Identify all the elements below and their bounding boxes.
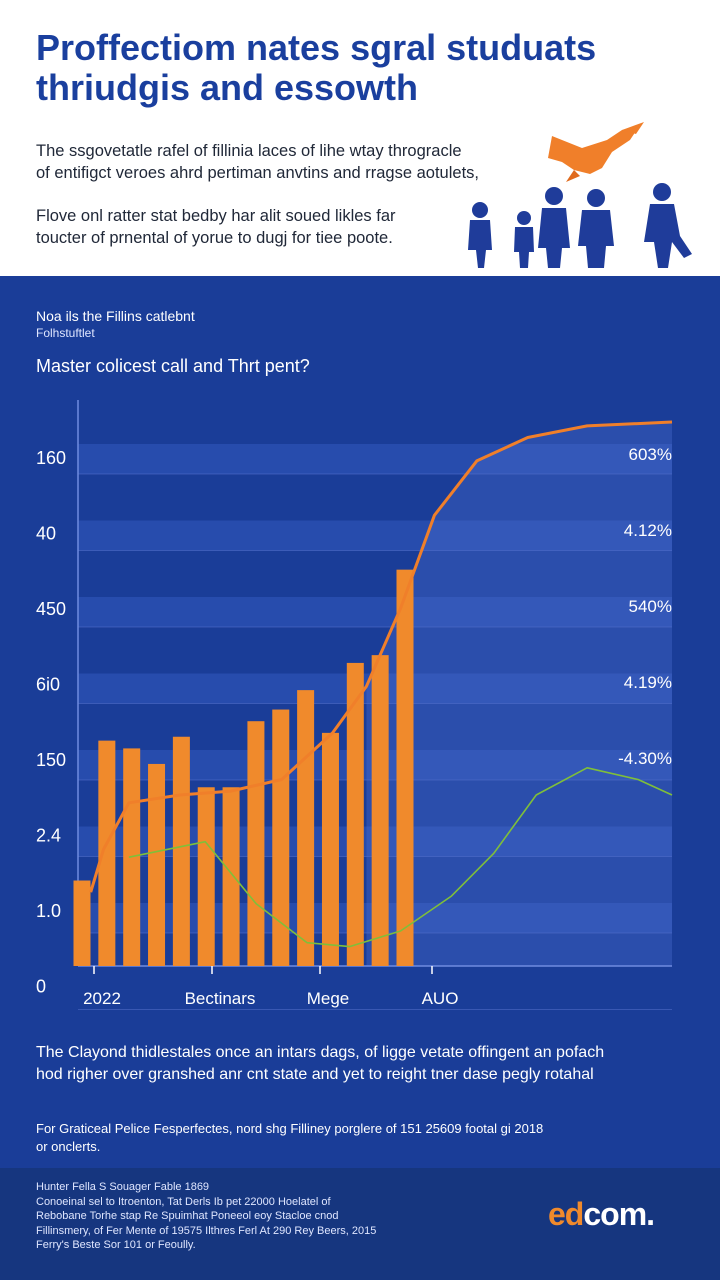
edcom-logo[interactable]: edcom. bbox=[548, 1196, 655, 1233]
intro-paragraph: The ssgovetatle rafel of fillinia laces … bbox=[36, 140, 556, 184]
bar bbox=[297, 690, 315, 966]
source-note: For Graticeal Pelice Fesperfectes, nord … bbox=[36, 1120, 686, 1156]
panel-subtitle-small: Folhstuftlet bbox=[36, 326, 95, 340]
grid-band bbox=[78, 520, 672, 551]
bottom-line-1: The Clayond thidlestales once an intars … bbox=[36, 1044, 605, 1061]
student-figure-1 bbox=[468, 202, 492, 268]
bar bbox=[98, 740, 116, 966]
grid-band bbox=[78, 597, 672, 627]
footer-line-2: Conoeinal sel to Itroenton, Tat Derls Ib… bbox=[36, 1195, 331, 1208]
students-illustration bbox=[468, 122, 692, 268]
y-tick-label: 150 bbox=[36, 750, 66, 770]
y-tick-label: 6i0 bbox=[36, 675, 60, 695]
right-percent-label: 4.12% bbox=[624, 521, 672, 540]
source-note-line-1: For Graticeal Pelice Fesperfectes, nord … bbox=[36, 1121, 544, 1136]
logo-part-1: ed bbox=[548, 1196, 584, 1232]
footer-line-5: Ferry's Beste Sor 101 or Feoully. bbox=[36, 1239, 196, 1251]
y-tick-label: 450 bbox=[36, 599, 66, 619]
logo-part-2: com. bbox=[583, 1196, 655, 1232]
bar bbox=[272, 709, 290, 966]
bar bbox=[148, 763, 166, 966]
footer bbox=[0, 1168, 720, 1280]
chart-svg: 160 40 450 6i0 150 2.4 1.0 0 603% 4.12% 540% 4.19% -… bbox=[36, 400, 673, 1010]
bottom-paragraph: The Clayond thidlestales once an intars … bbox=[36, 1042, 686, 1086]
intro2-line-2: toucter of prnental of yorue to dugj for… bbox=[36, 229, 393, 247]
chart-title: Master colicest call and Thrt pent? bbox=[36, 356, 310, 376]
bar bbox=[371, 655, 389, 966]
bar bbox=[222, 787, 240, 966]
y-tick-label: 2.4 bbox=[36, 826, 61, 846]
y-tick-label: 0 bbox=[36, 977, 46, 997]
page-title: Proffectiom nates sgral studuats thriudg… bbox=[36, 28, 676, 108]
bottom-line-2: hod righer over granshed anr cnt state a… bbox=[36, 1066, 594, 1083]
student-figure-3 bbox=[538, 187, 570, 268]
bar bbox=[346, 662, 364, 966]
right-percent-label: 4.19% bbox=[624, 673, 672, 692]
bird-icon bbox=[548, 122, 644, 182]
y-tick-label: 1.0 bbox=[36, 901, 61, 921]
bar bbox=[321, 732, 339, 966]
series-line-orange-curve bbox=[89, 420, 673, 893]
footer-line-1: Hunter Fella S Souager Fable 1869 bbox=[36, 1181, 210, 1193]
panel-subtitle: Noa ils the Fillins catlebnt bbox=[36, 308, 195, 324]
intro-line-2: of entifigct veroes ahrd pertiman anvtin… bbox=[36, 164, 479, 182]
right-percent-label: 603% bbox=[629, 445, 672, 464]
title-line-1: Proffectiom nates sgral studuats bbox=[36, 27, 597, 68]
grid-band bbox=[78, 444, 672, 474]
bar bbox=[73, 880, 91, 966]
bar bbox=[247, 721, 265, 966]
right-percent-label: 540% bbox=[629, 597, 672, 616]
series-line-green-curve bbox=[128, 767, 673, 948]
x-tick-label: AUO bbox=[422, 989, 459, 1008]
y-tick-label: 160 bbox=[36, 448, 66, 468]
y-tick-label: 40 bbox=[36, 524, 56, 544]
chart-area: 160 40 450 6i0 150 2.4 1.0 0 603% 4.12% 540% 4.19% -… bbox=[0, 380, 720, 1020]
student-figure-4 bbox=[578, 189, 614, 268]
x-tick-label: 2022 bbox=[83, 989, 121, 1008]
student-figure-5 bbox=[644, 183, 692, 268]
curve-area-fill bbox=[366, 422, 672, 966]
title-line-2: thriudgis and essowth bbox=[36, 67, 419, 108]
footer-line-3: Rebobane Torhe stap Re Spuimhat Poneeol … bbox=[36, 1210, 339, 1222]
bar bbox=[197, 787, 215, 966]
header-section: Proffectiom nates sgral studuats thriudg… bbox=[0, 0, 720, 276]
bar bbox=[172, 736, 190, 966]
x-tick-label: Bectinars bbox=[185, 989, 256, 1008]
footer-line-4: Fillinsmery, of Fer Mente of 19575 Ilthr… bbox=[36, 1224, 377, 1237]
bar bbox=[396, 569, 414, 966]
intro2-line-1: Flove onl ratter stat bedby har alit sou… bbox=[36, 207, 396, 225]
student-figure-2 bbox=[514, 211, 534, 268]
footer-credits: Hunter Fella S Souager Fable 1869 Conoei… bbox=[36, 1180, 506, 1253]
source-note-line-2: or onclerts. bbox=[36, 1139, 101, 1154]
intro-line-1: The ssgovetatle rafel of fillinia laces … bbox=[36, 142, 462, 160]
right-percent-label: -4.30% bbox=[618, 749, 672, 768]
intro-paragraph-2: Flove onl ratter stat bedby har alit sou… bbox=[36, 205, 466, 249]
x-tick-label: Mege bbox=[307, 989, 350, 1008]
